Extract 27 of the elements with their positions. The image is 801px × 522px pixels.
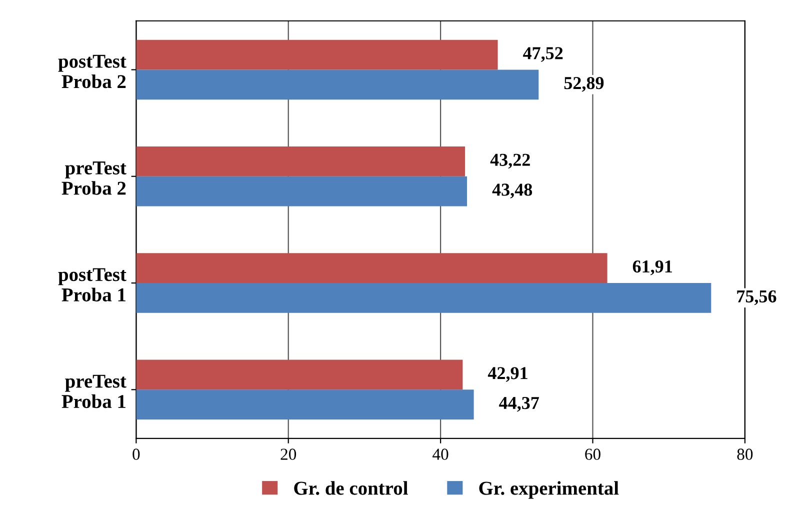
bar (136, 283, 712, 313)
y-tick-label: postTest Proba 2 (58, 54, 126, 88)
x-tick-label: 80 (737, 448, 753, 460)
bar (136, 360, 463, 390)
data-label: 42,91 (488, 367, 528, 382)
bar (136, 253, 608, 283)
y-tick-label: preTest Proba 2 (62, 162, 126, 195)
bar (136, 390, 474, 420)
data-label: 44,37 (499, 396, 539, 412)
bar (136, 146, 466, 176)
legend-label: Gr. experimental (479, 481, 619, 499)
x-tick-label: 0 (132, 448, 140, 460)
data-label: 43,48 (492, 184, 532, 198)
x-tick-label: 40 (432, 448, 448, 460)
data-label: 47,52 (523, 47, 563, 62)
bar (136, 40, 498, 70)
x-tick-label: 20 (280, 448, 296, 460)
bar (136, 70, 539, 100)
y-tick-label: postTest Proba 1 (58, 268, 126, 302)
legend-label: Gr. de control (294, 481, 408, 495)
data-label: 43,22 (490, 154, 530, 169)
x-tick-label: 60 (585, 448, 600, 460)
bar (136, 176, 468, 206)
y-tick-label: preTest Proba 1 (62, 374, 126, 408)
data-label: 75,56 (737, 290, 776, 306)
data-label: 52,89 (564, 76, 604, 92)
data-label: 61,91 (632, 260, 672, 276)
